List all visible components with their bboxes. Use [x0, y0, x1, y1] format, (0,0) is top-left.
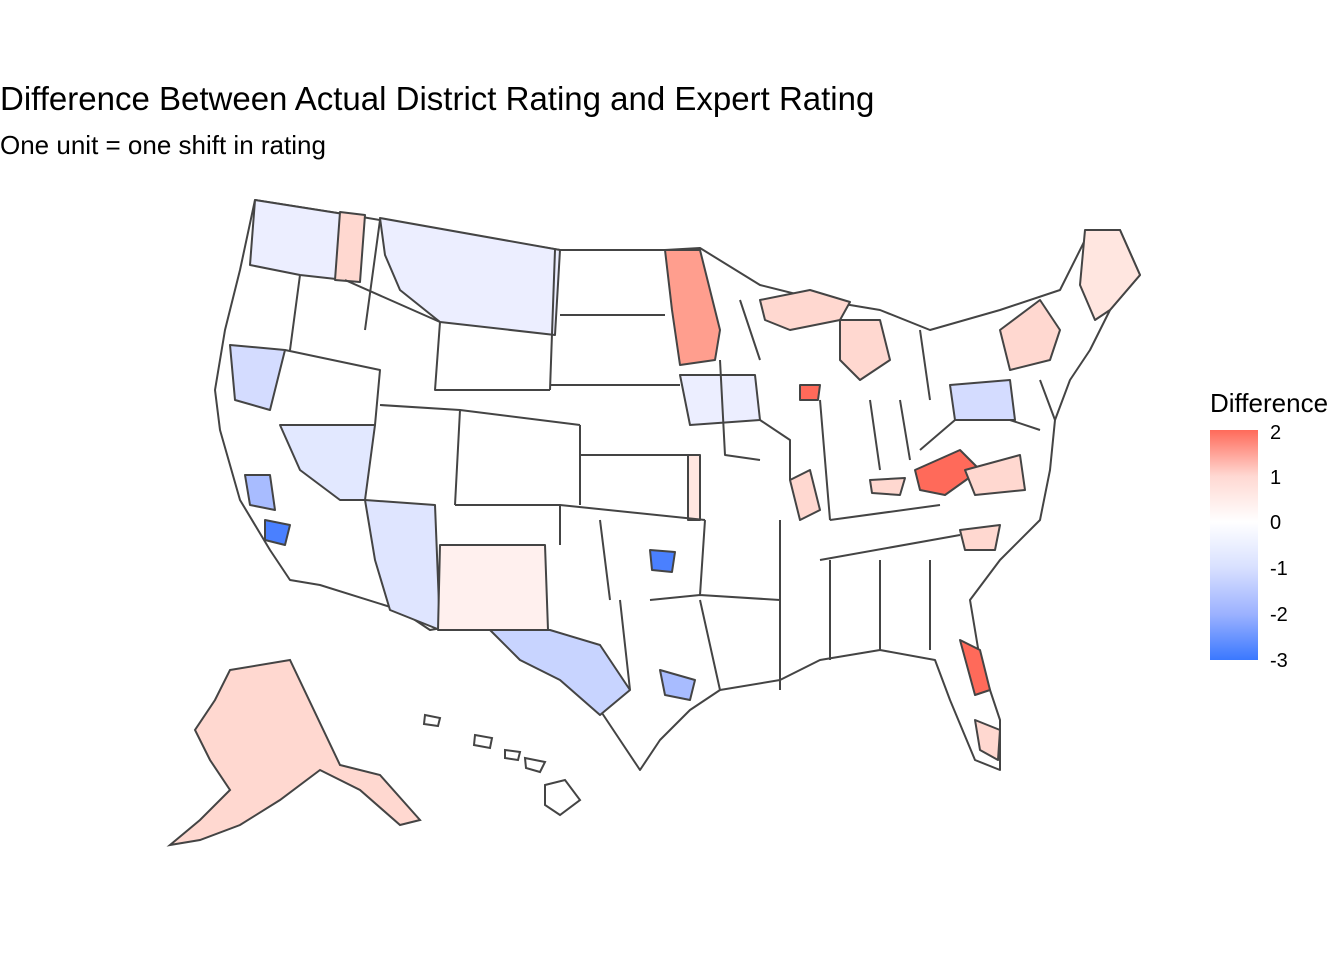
legend-tick: -2 — [1270, 604, 1288, 626]
district-pa — [949, 379, 1016, 421]
district-nv — [279, 424, 376, 501]
district-nm — [437, 544, 549, 631]
district-wa — [249, 199, 351, 281]
district-fl — [959, 639, 991, 696]
us-outline — [214, 199, 1141, 771]
district-wv — [914, 449, 981, 496]
legend-title: Difference — [1210, 388, 1329, 418]
district-va — [964, 454, 1026, 496]
map-subtitle: One unit = one shift in rating — [0, 130, 326, 160]
district-id-north — [334, 211, 366, 283]
district-az — [364, 499, 441, 631]
legend-tick: -3 — [1270, 650, 1288, 672]
district-mn — [664, 249, 721, 366]
district-ak — [166, 658, 422, 847]
legend-tick: -1 — [1270, 558, 1288, 580]
district-tx-houston — [659, 669, 696, 701]
district-il — [799, 384, 821, 401]
legend-color-bar — [1210, 430, 1258, 660]
district-ky — [869, 477, 906, 496]
district-me — [1079, 229, 1141, 321]
district-ks-east — [687, 454, 701, 521]
district-fl-south — [974, 719, 1001, 761]
hawaii-islands — [422, 713, 582, 817]
district-lines — [284, 219, 1056, 691]
legend-tick: 0 — [1270, 512, 1282, 534]
district-mi-lp — [839, 319, 891, 381]
district-ca-la — [264, 519, 291, 546]
district-ia — [679, 374, 761, 426]
district-nc — [959, 524, 1001, 551]
map-title: Difference Between Actual District Ratin… — [0, 80, 875, 117]
district-mo — [789, 469, 821, 521]
legend-tick: 2 — [1270, 422, 1282, 444]
district-tx — [489, 629, 631, 716]
district-ny — [999, 299, 1061, 371]
legend-tick: 1 — [1270, 467, 1282, 489]
district-ca-central — [244, 474, 276, 511]
district-ok — [649, 549, 676, 573]
district-ca-north — [229, 344, 286, 411]
